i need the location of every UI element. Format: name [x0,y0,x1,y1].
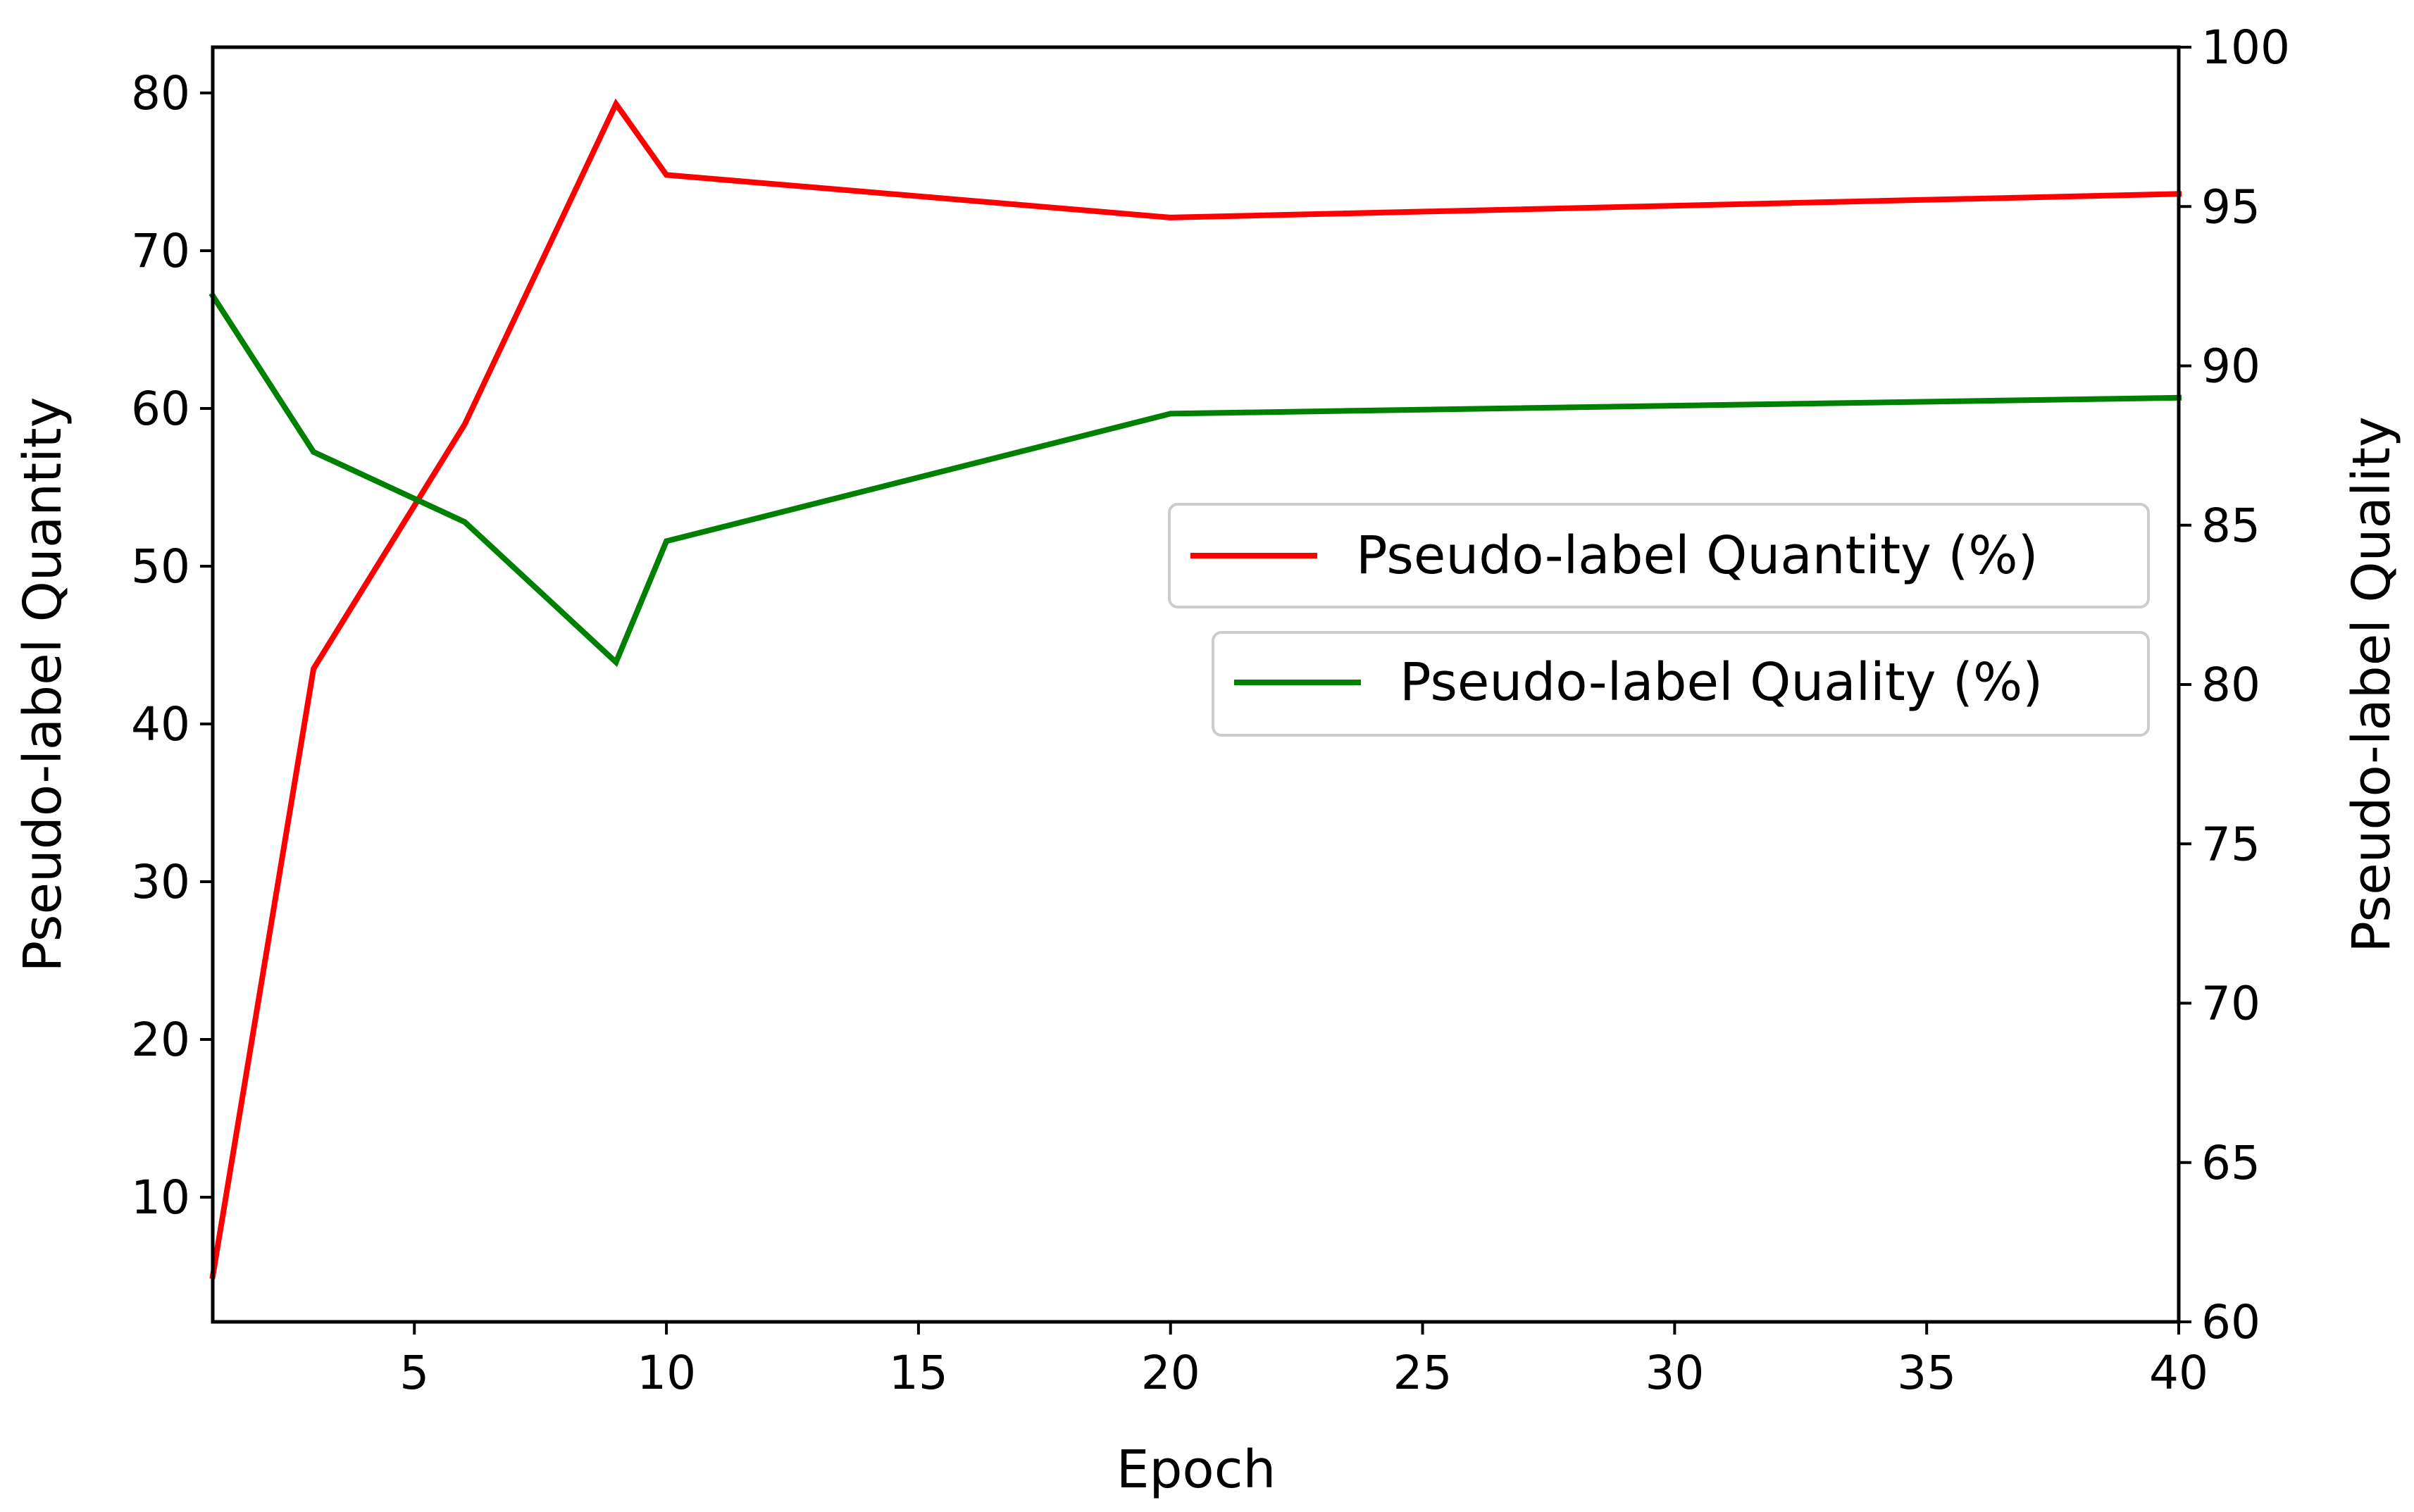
x-tick-label: 35 [1897,1346,1956,1400]
x-tick-label: 5 [399,1346,429,1400]
left-y-tick-label: 50 [131,539,190,594]
x-axis-title: Epoch [1116,1439,1276,1500]
right-y-tick-label: 60 [2201,1295,2260,1349]
left-y-tick-label: 70 [131,224,190,278]
x-tick-label: 25 [1393,1346,1452,1400]
left-y-axis: 10 20 30 40 50 60 70 80 [131,66,213,1225]
legend-quantity: Pseudo-label Quantity (%) [1168,503,2150,608]
legend-quality: Pseudo-label Quality (%) [1212,631,2150,737]
legend-quality-frame [1212,631,2150,737]
right-y-tick-label: 85 [2201,499,2260,553]
left-y-tick-label: 40 [131,697,190,751]
legend-quantity-frame [1168,503,2150,608]
axes-frame [211,45,2181,1324]
x-tick-label: 15 [889,1346,948,1400]
right-y-tick-label: 65 [2201,1136,2260,1190]
x-tick-label: 30 [1645,1346,1704,1400]
legend-quality-label: Pseudo-label Quality (%) [1400,652,2043,713]
plot-area [209,98,2182,1280]
left-y-tick-label: 30 [131,855,190,909]
left-y-tick-label: 20 [131,1013,190,1067]
legend-quantity-label: Pseudo-label Quantity (%) [1356,525,2038,586]
right-y-tick-label: 90 [2201,339,2260,394]
left-y-tick-label: 80 [131,66,190,120]
x-axis: 5 10 15 20 25 30 35 40 [399,1322,2208,1400]
series-line-quality [209,292,2182,668]
right-y-tick-label: 80 [2201,658,2260,712]
left-y-tick-label: 60 [131,382,190,436]
right-y-tick-label: 75 [2201,817,2260,871]
right-y-tick-label: 100 [2201,20,2290,75]
x-tick-label: 20 [1141,1346,1200,1400]
right-y-tick-label: 70 [2201,977,2260,1031]
x-tick-label: 40 [2149,1346,2208,1400]
left-y-tick-label: 10 [131,1170,190,1225]
left-y-axis-title: Pseudo-label Quantity [13,397,73,973]
right-y-axis: 60 65 70 75 80 85 90 95 100 [2179,20,2290,1349]
right-y-axis-title: Pseudo-label Quality [2341,416,2402,953]
right-y-tick-label: 95 [2201,180,2260,234]
x-tick-label: 10 [637,1346,696,1400]
series-line-quantity [209,98,2182,1280]
